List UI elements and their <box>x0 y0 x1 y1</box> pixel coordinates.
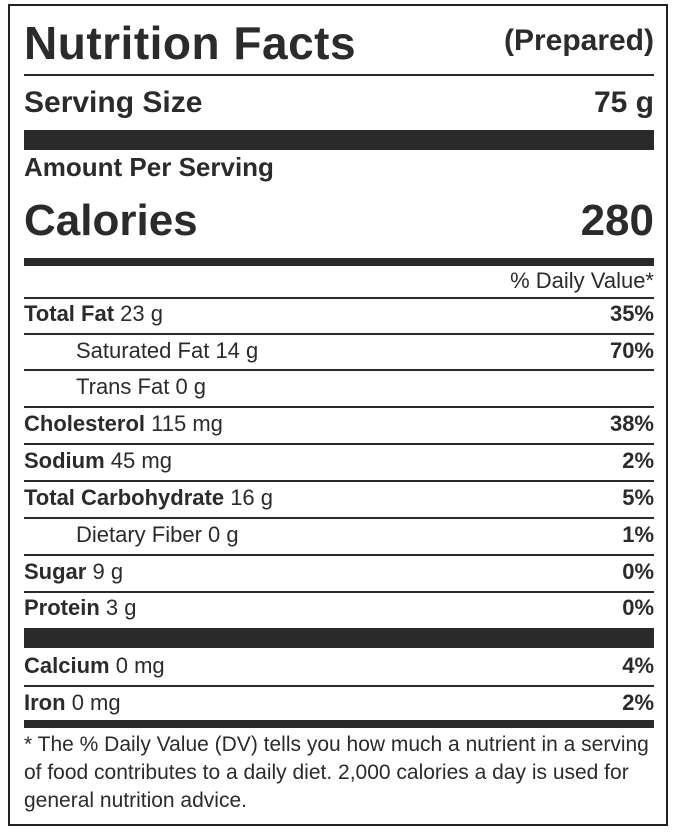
divider <box>24 517 654 519</box>
nutrient-row-sugar: Sugar 9 g 0% <box>24 559 654 585</box>
daily-value-header-row: % Daily Value* <box>24 268 654 294</box>
thick-divider <box>24 130 654 150</box>
nutrient-amount: 16 g <box>230 485 274 510</box>
nutrient-name: Protein <box>24 595 100 620</box>
nutrient-name: Sugar <box>24 559 87 584</box>
nutrient-amount: 0 g <box>175 374 207 399</box>
mineral-name: Calcium <box>24 653 110 678</box>
daily-value-footnote: * The % Daily Value (DV) tells you how m… <box>24 733 649 812</box>
divider <box>24 554 654 556</box>
divider <box>24 297 654 299</box>
nutrient-name: Cholesterol <box>24 411 146 436</box>
nutrient-dv: 0% <box>622 559 654 584</box>
nutrient-row-total-carbohydrate: Total Carbohydrate 16 g 5% <box>24 485 654 511</box>
medium-divider <box>24 720 654 728</box>
nutrient-amount: 23 g <box>120 301 163 326</box>
nutrient-amount: 3 g <box>105 595 137 620</box>
divider <box>24 333 654 335</box>
nutrient-dv: 0% <box>622 595 654 620</box>
mineral-amount: 0 mg <box>115 653 165 678</box>
nutrient-row-dietary-fiber: Dietary Fiber 0 g 1% <box>24 522 654 548</box>
mineral-name: Iron <box>24 690 66 715</box>
nutrient-row-saturated-fat: Saturated Fat 14 g 70% <box>24 338 654 364</box>
label-title: Nutrition Facts <box>24 17 357 69</box>
divider <box>24 480 654 482</box>
nutrient-amount: 0 g <box>208 522 239 547</box>
divider <box>24 369 654 371</box>
nutrient-amount: 14 g <box>215 338 259 363</box>
mineral-amount: 0 mg <box>71 690 121 715</box>
nutrition-label: Nutrition Facts (Prepared) Serving Size … <box>8 4 668 826</box>
nutrient-name: Total Carbohydrate <box>24 485 225 510</box>
nutrient-name: Total Fat <box>24 301 115 326</box>
nutrient-name: Trans Fat <box>76 374 170 399</box>
prepared-note: (Prepared) <box>503 24 654 57</box>
nutrient-row-cholesterol: Cholesterol 115 mg 38% <box>24 411 654 437</box>
thick-divider <box>24 628 654 648</box>
nutrient-amount: 9 g <box>92 559 124 584</box>
divider <box>24 591 654 593</box>
divider <box>24 443 654 445</box>
divider <box>24 406 654 408</box>
medium-divider <box>24 258 654 266</box>
calories-value: 280 <box>580 196 654 245</box>
mineral-row-calcium: Calcium 0 mg 4% <box>24 653 654 679</box>
serving-size-row: Serving Size 75 g <box>24 86 654 122</box>
nutrient-name: Dietary Fiber <box>76 522 202 547</box>
mineral-row-iron: Iron 0 mg 2% <box>24 690 654 716</box>
nutrient-dv: 5% <box>622 485 654 510</box>
nutrient-dv: 70% <box>609 338 654 363</box>
nutrient-dv: 2% <box>622 448 654 473</box>
nutrient-name: Saturated Fat <box>76 338 210 363</box>
mineral-dv: 2% <box>622 690 654 715</box>
nutrient-dv: 1% <box>622 522 654 547</box>
divider <box>24 74 654 76</box>
nutrient-amount: 115 mg <box>151 411 223 436</box>
nutrient-dv: 38% <box>609 411 654 436</box>
serving-size-label: Serving Size <box>24 86 203 119</box>
nutrient-row-total-fat: Total Fat 23 g 35% <box>24 301 654 327</box>
mineral-dv: 4% <box>622 653 654 678</box>
nutrient-name: Sodium <box>24 448 105 473</box>
divider <box>24 685 654 687</box>
amount-per-serving: Amount Per Serving <box>24 152 274 182</box>
calories-row: Calories 280 <box>24 196 654 248</box>
daily-value-header: % Daily Value* <box>510 268 654 293</box>
nutrient-row-trans-fat: Trans Fat 0 g <box>24 374 654 400</box>
nutrient-row-protein: Protein 3 g 0% <box>24 595 654 621</box>
nutrient-dv: 35% <box>609 301 654 326</box>
nutrient-amount: 45 mg <box>110 448 172 473</box>
nutrient-row-sodium: Sodium 45 mg 2% <box>24 448 654 474</box>
serving-size-value: 75 g <box>593 86 654 119</box>
calories-label: Calories <box>24 196 198 245</box>
